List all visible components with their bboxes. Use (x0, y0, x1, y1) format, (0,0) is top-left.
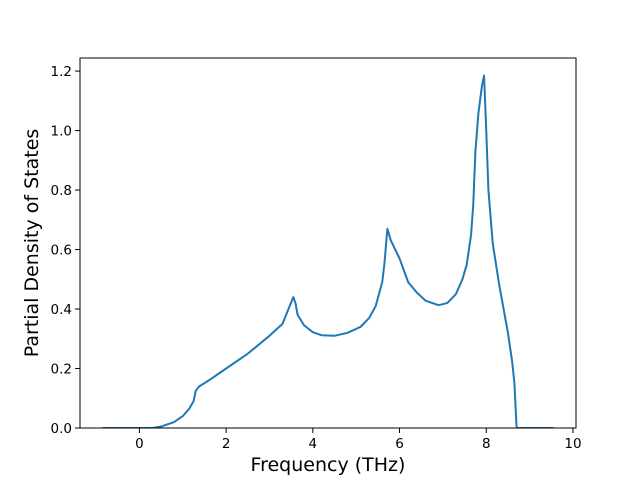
x-tick-label: 2 (222, 436, 231, 452)
x-tick-label: 10 (564, 436, 581, 452)
x-tick-label: 8 (482, 436, 491, 452)
y-tick-label: 0.6 (51, 243, 72, 259)
y-tick-label: 1.2 (51, 64, 72, 80)
y-tick-label: 0.0 (51, 421, 72, 437)
x-axis-label: Frequency (THz) (251, 454, 406, 476)
axes-frame (79, 57, 577, 429)
x-tick-label: 4 (309, 436, 318, 452)
line (102, 74, 554, 428)
y-tick-label: 0.8 (51, 183, 72, 199)
x-tick-label: 6 (395, 436, 404, 452)
y-axis-label: Partial Density of States (21, 129, 43, 358)
y-tick-label: 0.4 (51, 302, 72, 318)
x-tick-label: 0 (135, 436, 144, 452)
y-tick-label: 0.2 (51, 362, 72, 378)
y-tick-label: 1.0 (51, 124, 72, 140)
